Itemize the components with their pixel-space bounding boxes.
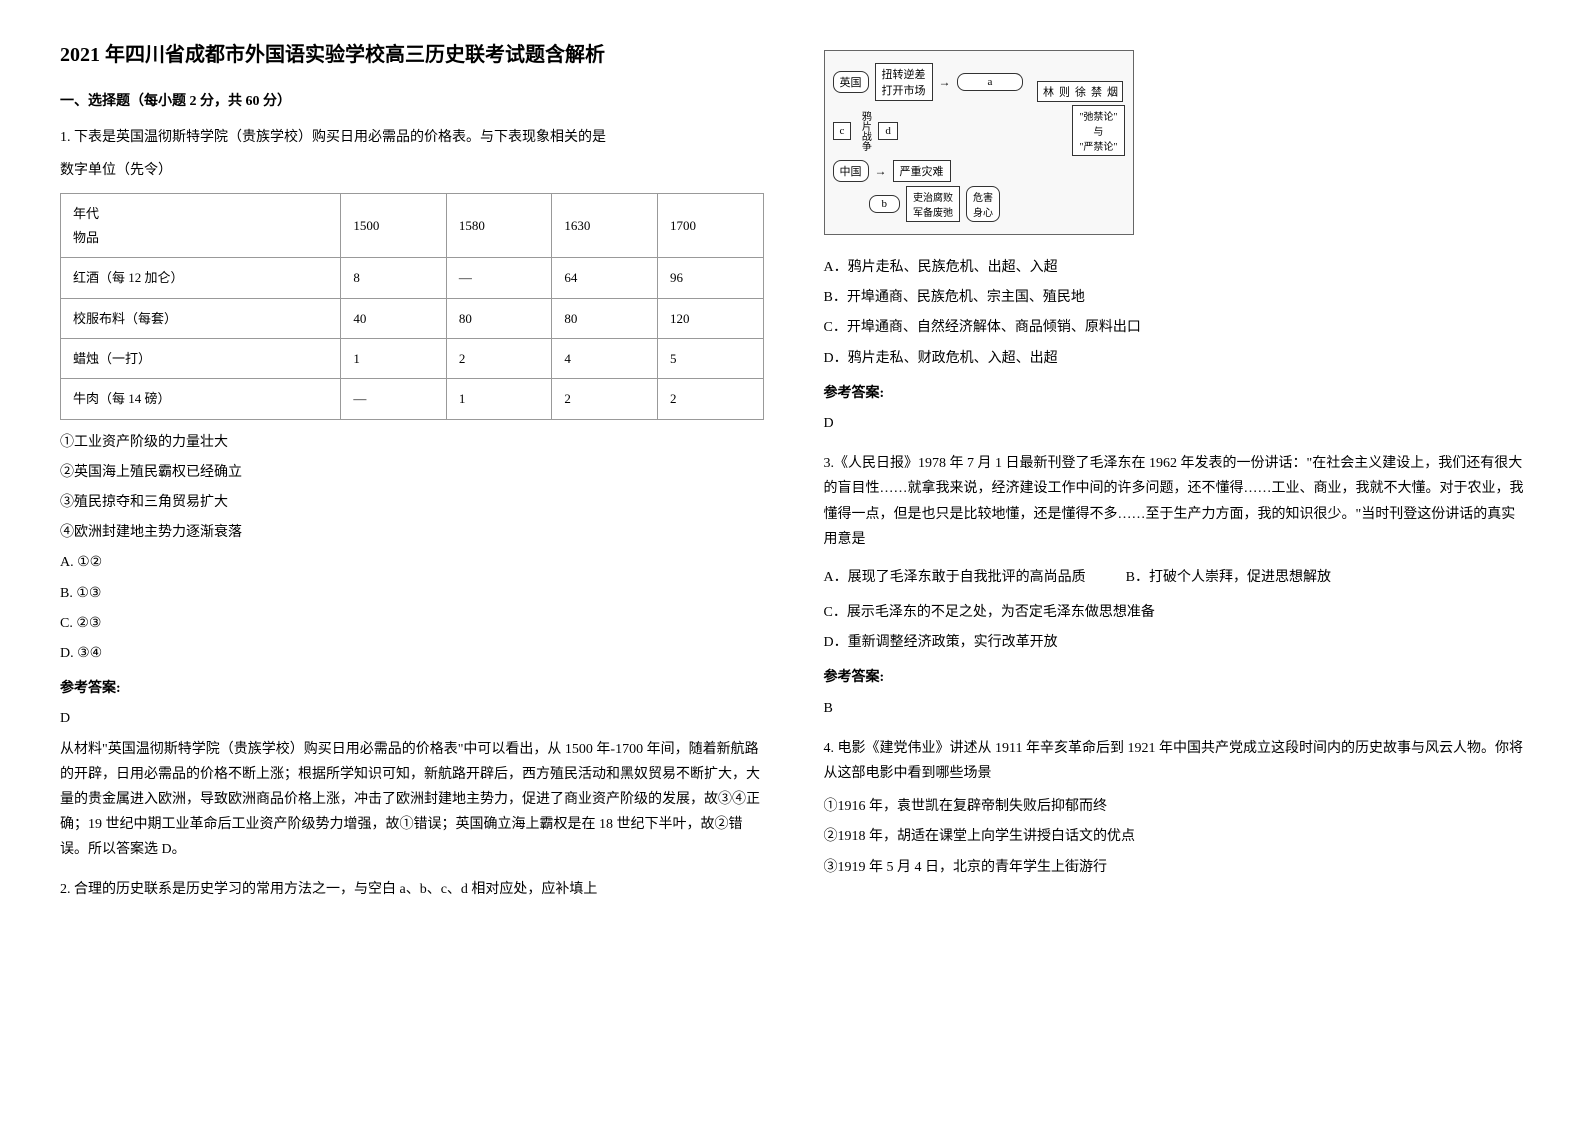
q4-stmt-1: ①1916 年，袁世凯在复辟帝制失败后抑郁而终 <box>824 794 1528 819</box>
q2-answer-label: 参考答案: <box>824 381 1528 406</box>
q1-stmt-3: ③殖民掠夺和三角贸易扩大 <box>60 490 764 515</box>
table-row: 红酒（每 12 加仑） 8 — 64 96 <box>61 258 764 298</box>
q1-stmt-1: ①工业资产阶级的力量壮大 <box>60 430 764 455</box>
q4-text: 4. 电影《建党伟业》讲述从 1911 年辛亥革命后到 1921 年中国共产党成… <box>824 736 1528 786</box>
cell-val: 1 <box>446 379 552 419</box>
diagram-reverse: 扭转逆差打开市场 <box>875 63 933 101</box>
cell-val: 120 <box>657 298 763 338</box>
question-3: 3.《人民日报》1978 年 7 月 1 日最新刊登了毛泽东在 1962 年发表… <box>824 451 1528 721</box>
q1-opt-d: D. ③④ <box>60 641 764 666</box>
cell-item: 牛肉（每 14 磅） <box>61 379 341 419</box>
table-year-1: 1580 <box>446 194 552 258</box>
diagram-b: b <box>869 195 901 213</box>
cell-val: 64 <box>552 258 658 298</box>
q2-text: 2. 合理的历史联系是历史学习的常用方法之一，与空白 a、b、c、d 相对应处，… <box>60 878 764 898</box>
q2-answer: D <box>824 411 1528 436</box>
diagram-china: 中国 <box>833 160 869 182</box>
question-4: 4. 电影《建党伟业》讲述从 1911 年辛亥革命后到 1921 年中国共产党成… <box>824 736 1528 880</box>
q1-answer-label: 参考答案: <box>60 676 764 701</box>
cell-val: 80 <box>446 298 552 338</box>
question-2-options: A．鸦片走私、民族危机、出超、入超 B．开埠通商、民族危机、宗主国、殖民地 C．… <box>824 255 1528 436</box>
table-year-0: 1500 <box>341 194 447 258</box>
table-year-2: 1630 <box>552 194 658 258</box>
q1-explanation: 从材料"英国温彻斯特学院（贵族学校）购买日用必需品的价格表"中可以看出，从 15… <box>60 737 764 863</box>
table-row: 校服布料（每套） 40 80 80 120 <box>61 298 764 338</box>
question-1: 1. 下表是英国温彻斯特学院（贵族学校）购买日用必需品的价格表。与下表现象相关的… <box>60 125 764 863</box>
q2-opt-d: D．鸦片走私、财政危机、入超、出超 <box>824 346 1528 371</box>
left-column: 2021 年四川省成都市外国语实验学校高三历史联考试题含解析 一、选择题（每小题… <box>60 40 764 906</box>
cell-val: 4 <box>552 338 658 378</box>
q2-opt-a: A．鸦片走私、民族危机、出超、入超 <box>824 255 1528 280</box>
cell-val: — <box>446 258 552 298</box>
diagram-opium-war: 鸦片战争 <box>857 111 872 151</box>
q1-stmt-4: ④欧洲封建地主势力逐渐衰落 <box>60 520 764 545</box>
cell-item: 红酒（每 12 加仑） <box>61 258 341 298</box>
q1-opt-a: A. ①② <box>60 550 764 575</box>
q3-answer: B <box>824 696 1528 721</box>
q1-table: 年代 物品 1500 1580 1630 1700 红酒（每 12 加仑） 8 … <box>60 193 764 419</box>
diagram-d: d <box>878 122 898 140</box>
cell-val: 8 <box>341 258 447 298</box>
diagram-a: a <box>957 73 1024 91</box>
q2-opt-b: B．开埠通商、民族危机、宗主国、殖民地 <box>824 285 1528 310</box>
q2-opt-c: C．开埠通商、自然经济解体、商品倾销、原料出口 <box>824 315 1528 340</box>
table-year-3: 1700 <box>657 194 763 258</box>
table-row: 牛肉（每 14 磅） — 1 2 2 <box>61 379 764 419</box>
q4-stmt-3: ③1919 年 5 月 4 日，北京的青年学生上街游行 <box>824 855 1528 880</box>
cell-val: 96 <box>657 258 763 298</box>
q1-opt-b: B. ①③ <box>60 581 764 606</box>
right-column: 林 则 徐 禁 烟 英国 扭转逆差打开市场 → a c 鸦片战争 d "弛禁论"… <box>824 40 1528 906</box>
q1-answer: D <box>60 706 764 731</box>
page-title: 2021 年四川省成都市外国语实验学校高三历史联考试题含解析 <box>60 40 764 70</box>
table-header-label: 年代 物品 <box>61 194 341 258</box>
diagram-corrupt: 吏治腐败 军备废弛 <box>906 186 960 222</box>
diagram-chidu: "弛禁论" 与 "严禁论" <box>1072 105 1124 156</box>
q4-stmt-2: ②1918 年，胡适在课堂上向学生讲授白话文的优点 <box>824 824 1528 849</box>
cell-item: 校服布料（每套） <box>61 298 341 338</box>
diagram-c: c <box>833 122 852 140</box>
q1-opt-c: C. ②③ <box>60 611 764 636</box>
arrow-icon: → <box>875 164 887 179</box>
q2-diagram-container: 林 则 徐 禁 烟 英国 扭转逆差打开市场 → a c 鸦片战争 d "弛禁论"… <box>824 50 1528 235</box>
q1-stmt-2: ②英国海上殖民霸权已经确立 <box>60 460 764 485</box>
diagram-uk: 英国 <box>833 71 869 93</box>
diagram-danger: 危害 身心 <box>966 186 1000 222</box>
q3-text: 3.《人民日报》1978 年 7 月 1 日最新刊登了毛泽东在 1962 年发表… <box>824 451 1528 552</box>
section-heading: 一、选择题（每小题 2 分，共 60 分） <box>60 90 764 110</box>
cell-val: 40 <box>341 298 447 338</box>
cell-val: 80 <box>552 298 658 338</box>
diagram-side-label: 林 则 徐 禁 烟 <box>1037 81 1123 102</box>
cell-val: 1 <box>341 338 447 378</box>
cell-val: 2 <box>552 379 658 419</box>
cell-val: 5 <box>657 338 763 378</box>
cell-val: 2 <box>446 338 552 378</box>
q2-diagram: 林 则 徐 禁 烟 英国 扭转逆差打开市场 → a c 鸦片战争 d "弛禁论"… <box>824 50 1134 235</box>
q3-opt-a: A．展现了毛泽东敢于自我批评的高尚品质 <box>824 565 1086 590</box>
q1-subtext: 数字单位（先令） <box>60 158 764 183</box>
diagram-disaster: 严重灾难 <box>893 160 951 182</box>
table-row: 蜡烛（一打） 1 2 4 5 <box>61 338 764 378</box>
cell-val: 2 <box>657 379 763 419</box>
q3-opt-d: D．重新调整经济政策，实行改革开放 <box>824 630 1528 655</box>
q3-answer-label: 参考答案: <box>824 665 1528 690</box>
cell-val: — <box>341 379 447 419</box>
q1-text: 1. 下表是英国温彻斯特学院（贵族学校）购买日用必需品的价格表。与下表现象相关的… <box>60 125 764 150</box>
cell-item: 蜡烛（一打） <box>61 338 341 378</box>
q3-opt-c: C．展示毛泽东的不足之处，为否定毛泽东做思想准备 <box>824 600 1528 625</box>
q3-opt-b: B．打破个人崇拜，促进思想解放 <box>1126 565 1331 590</box>
arrow-icon: → <box>939 75 951 90</box>
